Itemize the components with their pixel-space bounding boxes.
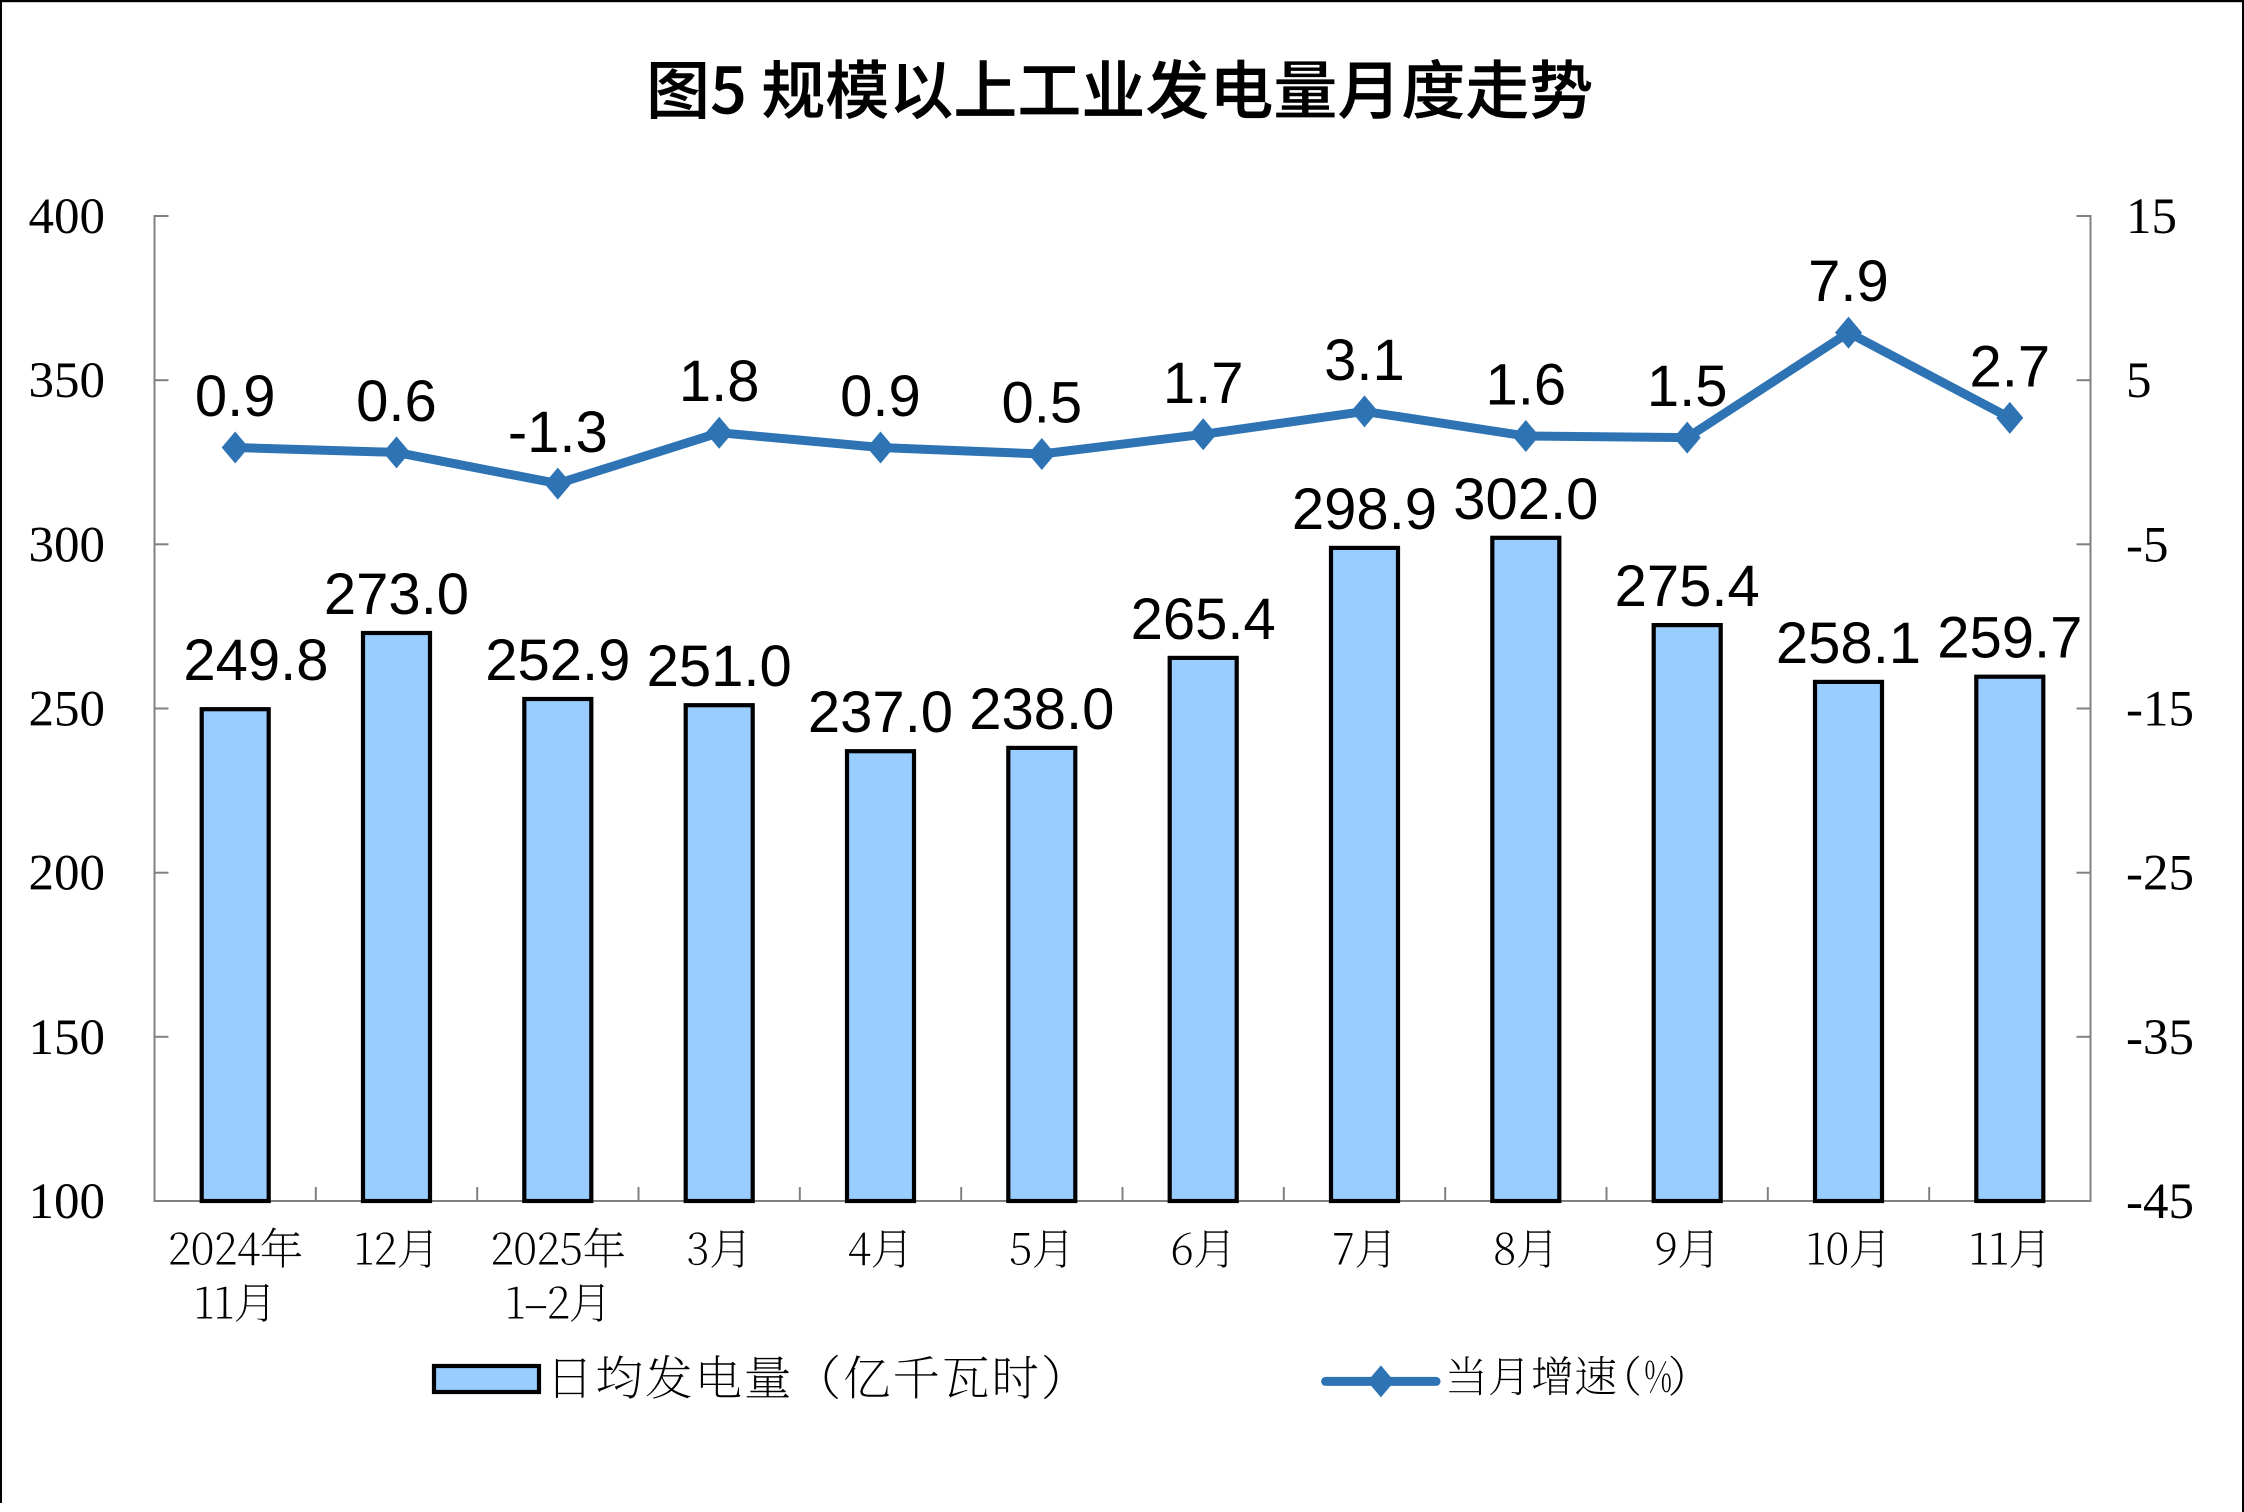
svg-text:0.5: 0.5 <box>1001 371 1082 436</box>
svg-text:237.0: 237.0 <box>808 680 953 745</box>
svg-text:5: 5 <box>2126 353 2152 409</box>
svg-text:1.6: 1.6 <box>1485 353 1566 418</box>
svg-text:-1.3: -1.3 <box>508 400 608 465</box>
svg-text:1.8: 1.8 <box>679 349 760 414</box>
svg-text:259.7: 259.7 <box>1937 606 2082 671</box>
svg-text:3.1: 3.1 <box>1324 328 1405 393</box>
svg-text:275.4: 275.4 <box>1615 554 1760 619</box>
svg-text:200: 200 <box>29 846 106 902</box>
svg-text:252.9: 252.9 <box>485 628 630 693</box>
svg-text:0.9: 0.9 <box>195 364 276 429</box>
svg-text:-45: -45 <box>2126 1174 2194 1230</box>
svg-text:250: 250 <box>29 682 106 738</box>
svg-text:1.5: 1.5 <box>1647 354 1728 419</box>
svg-text:300: 300 <box>29 517 106 573</box>
svg-text:249.8: 249.8 <box>183 628 328 693</box>
svg-text:258.1: 258.1 <box>1776 611 1921 676</box>
svg-text:298.9: 298.9 <box>1292 477 1437 542</box>
svg-text:238.0: 238.0 <box>969 677 1114 742</box>
svg-text:-35: -35 <box>2126 1010 2194 1066</box>
svg-text:-15: -15 <box>2126 682 2194 738</box>
svg-text:302.0: 302.0 <box>1453 467 1598 532</box>
svg-text:100: 100 <box>29 1174 106 1230</box>
svg-text:150: 150 <box>29 1010 106 1066</box>
svg-text:265.4: 265.4 <box>1131 587 1276 652</box>
svg-text:251.0: 251.0 <box>647 634 792 699</box>
svg-text:0.9: 0.9 <box>840 364 921 429</box>
svg-text:2.7: 2.7 <box>1969 334 2050 399</box>
svg-text:400: 400 <box>29 189 106 245</box>
svg-text:350: 350 <box>29 353 106 409</box>
svg-text:1.7: 1.7 <box>1163 351 1244 416</box>
svg-text:7.9: 7.9 <box>1808 249 1889 314</box>
svg-text:15: 15 <box>2126 189 2177 245</box>
svg-text:273.0: 273.0 <box>324 562 469 627</box>
svg-text:-25: -25 <box>2126 846 2194 902</box>
svg-text:-5: -5 <box>2126 517 2168 573</box>
svg-text:0.6: 0.6 <box>356 369 437 434</box>
